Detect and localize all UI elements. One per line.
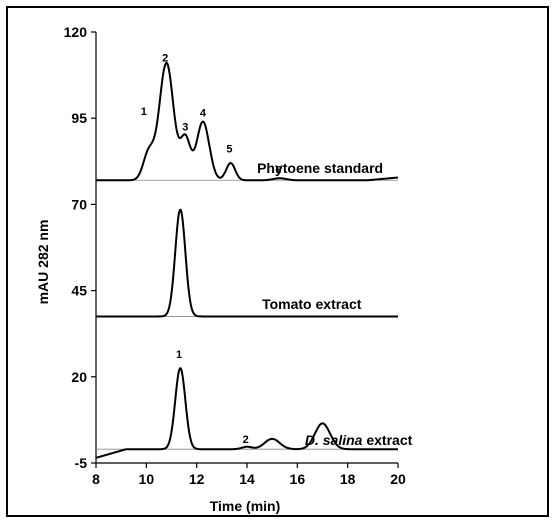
peak-label: 1 xyxy=(176,349,182,361)
x-tick-label: 16 xyxy=(290,471,306,487)
x-tick-label: 18 xyxy=(340,471,356,487)
y-tick-label: 20 xyxy=(71,369,87,385)
peak-label: 3 xyxy=(182,121,188,133)
y-tick-label: 95 xyxy=(71,110,87,126)
peak-label: 1 xyxy=(141,106,147,118)
x-tick-label: 10 xyxy=(139,471,155,487)
series-name-label: Tomato extract xyxy=(262,296,362,312)
x-tick-label: 14 xyxy=(239,471,255,487)
series-line xyxy=(95,208,399,318)
peak-label: 2 xyxy=(243,434,249,446)
series-line xyxy=(95,61,399,182)
x-tick-label: 8 xyxy=(92,471,100,487)
y-tick-label: 120 xyxy=(64,24,88,40)
y-tick-label: 45 xyxy=(71,283,87,299)
y-tick-label: 70 xyxy=(71,196,87,212)
series-name-label: Phytoene standard xyxy=(257,160,383,176)
x-tick-label: 20 xyxy=(390,471,406,487)
y-tick-label: -5 xyxy=(75,455,88,471)
peak-label: 6 xyxy=(275,164,281,176)
x-axis-title: Time (min) xyxy=(210,498,281,514)
y-axis-title: mAU 282 nm xyxy=(35,220,51,305)
peak-label: 5 xyxy=(226,144,232,156)
traces xyxy=(95,61,399,459)
series-line xyxy=(95,367,399,459)
x-tick-label: 12 xyxy=(189,471,205,487)
peak-label: 2 xyxy=(162,52,168,64)
peak-label: 4 xyxy=(200,107,207,119)
series-name-label: D. salina extract xyxy=(305,432,413,448)
